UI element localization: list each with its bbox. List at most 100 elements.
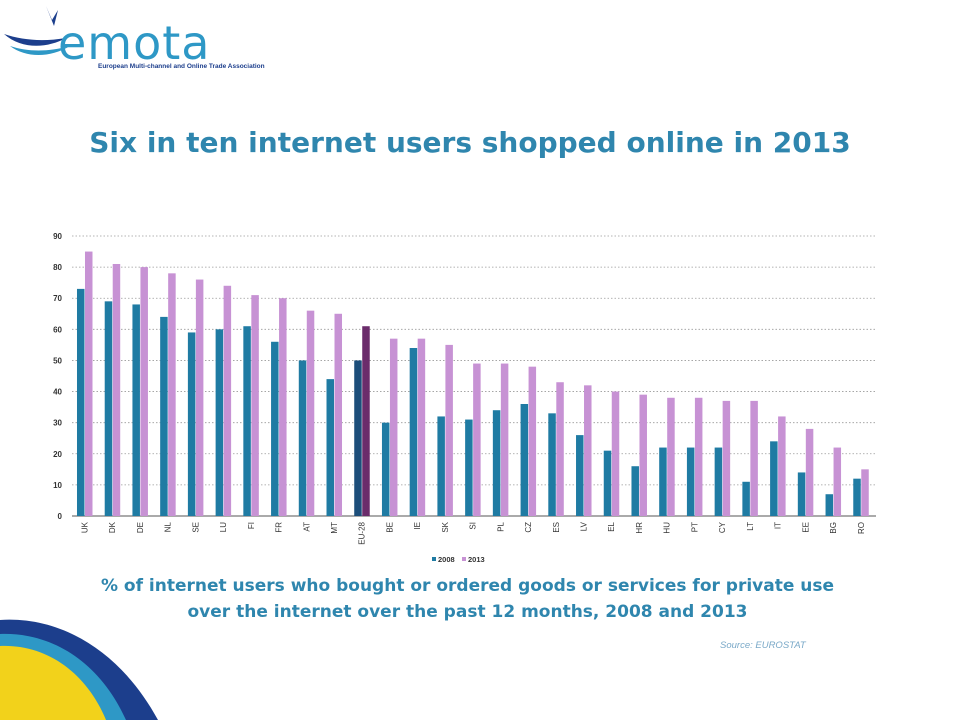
- x-tick-label: IT: [774, 522, 783, 529]
- bar-2008: [742, 481, 750, 516]
- y-tick-label: 90: [53, 232, 62, 241]
- bar-2008: [548, 413, 556, 516]
- bar-2008: [381, 422, 390, 516]
- x-tick-label: UK: [80, 521, 89, 533]
- bar-2013: [778, 416, 786, 516]
- x-tick-label: PT: [690, 522, 699, 532]
- bar-chart: 0 10 20 30 40 50 60 70 80 90 UK DK DE NL SE LU FI FR AT MT E…: [40, 224, 890, 579]
- x-tick-label: SK: [441, 521, 450, 532]
- bar-2008: [354, 360, 362, 516]
- x-tick-label: BE: [385, 522, 394, 533]
- bar-2013: [417, 338, 426, 516]
- bar-2013: [833, 447, 842, 516]
- legend-label: 2008: [438, 555, 455, 564]
- bar-2008: [520, 404, 529, 516]
- x-tick-label: LV: [580, 521, 589, 531]
- bar-2008: [409, 348, 418, 516]
- bar-2008: [437, 416, 445, 516]
- x-tick-label: MT: [330, 522, 339, 534]
- y-tick-label: 30: [53, 419, 62, 428]
- bar-2008: [770, 441, 778, 516]
- y-tick-label: 0: [58, 512, 63, 521]
- x-tick-label: IE: [413, 522, 422, 530]
- x-tick-label: BG: [829, 522, 838, 534]
- bar-2013: [112, 264, 121, 516]
- legend-swatch: [462, 557, 466, 561]
- bar-2013: [223, 285, 232, 516]
- bar-2013: [584, 385, 592, 516]
- bar-2008: [797, 472, 806, 516]
- logo-wordmark: emota: [58, 16, 211, 70]
- x-tick-label: LT: [746, 522, 755, 531]
- x-tick-label: SE: [191, 522, 200, 533]
- source-note: Source: EUROSTAT: [720, 640, 806, 651]
- x-tick-label: DK: [108, 521, 117, 533]
- x-tick-label: CY: [718, 521, 727, 533]
- y-tick-label: 20: [53, 450, 62, 459]
- x-tick-label: HU: [663, 522, 672, 534]
- x-tick-label: NL: [164, 521, 173, 532]
- x-tick-label: FR: [275, 522, 284, 533]
- bar-2008: [576, 435, 584, 516]
- bar-2013: [611, 391, 620, 516]
- y-tick-label: 60: [53, 325, 62, 334]
- bar-2008: [160, 316, 168, 516]
- bar-2013: [722, 400, 731, 516]
- y-tick-label: 10: [53, 481, 62, 490]
- x-tick-label: PL: [496, 521, 505, 531]
- bar-2008: [659, 447, 667, 516]
- bar-2008: [298, 360, 307, 516]
- bar-2013: [556, 382, 564, 516]
- y-tick-label: 40: [53, 388, 62, 397]
- logo-tagline: European Multi-channel and Online Trade …: [98, 63, 265, 70]
- bar-2013: [639, 394, 647, 516]
- chart-caption: % of internet users who bought or ordere…: [0, 573, 935, 625]
- bar-2008: [326, 379, 335, 516]
- bar-2013: [362, 326, 370, 516]
- bar-2008: [465, 419, 473, 516]
- bar-2008: [853, 478, 861, 516]
- x-tick-label: FI: [247, 522, 256, 529]
- bar-2013: [861, 469, 869, 516]
- x-tick-label: DE: [136, 522, 145, 533]
- chart-svg: 0 10 20 30 40 50 60 70 80 90 UK DK DE NL SE LU FI FR AT MT E…: [53, 232, 876, 564]
- bar-2013: [279, 298, 287, 516]
- bar-2013: [389, 338, 398, 516]
- y-tick-label: 80: [53, 263, 62, 272]
- legend-label: 2013: [468, 555, 485, 564]
- legend-swatch: [432, 557, 436, 561]
- x-tick-label: CZ: [524, 522, 533, 533]
- bar-2013: [306, 310, 315, 516]
- bar-2008: [187, 332, 196, 516]
- bar-2013: [805, 428, 814, 516]
- bar-2008: [492, 410, 501, 516]
- bar-2013: [195, 279, 204, 516]
- bar-2008: [603, 450, 612, 516]
- bar-2008: [686, 447, 695, 516]
- bar-2013: [251, 295, 259, 516]
- logo-swoosh-icon: [4, 6, 70, 55]
- bar-2008: [271, 341, 279, 516]
- bar-2013: [140, 267, 148, 516]
- corner-decoration: [0, 619, 158, 720]
- bar-2013: [528, 366, 537, 516]
- bar-2008: [714, 447, 723, 516]
- y-tick-label: 70: [53, 294, 62, 303]
- bar-2008: [104, 301, 113, 516]
- bar-2008: [215, 329, 224, 516]
- x-tick-label: AT: [302, 522, 311, 532]
- x-tick-label: EU-28: [358, 521, 367, 544]
- x-tick-label: SI: [469, 522, 478, 530]
- bar-2008: [132, 304, 140, 516]
- x-tick-label: RO: [857, 522, 866, 534]
- x-tick-label: ES: [552, 522, 561, 533]
- bar-2013: [500, 363, 509, 516]
- chart-caption-line-1: % of internet users who bought or ordere…: [100, 576, 835, 596]
- y-tick-label: 50: [53, 356, 62, 365]
- x-tick-label: HR: [635, 522, 644, 534]
- bar-2008: [76, 288, 85, 516]
- bar-2013: [84, 251, 93, 517]
- bar-2013: [750, 400, 758, 516]
- x-tick-label: EE: [801, 522, 810, 533]
- bar-2008: [631, 466, 639, 516]
